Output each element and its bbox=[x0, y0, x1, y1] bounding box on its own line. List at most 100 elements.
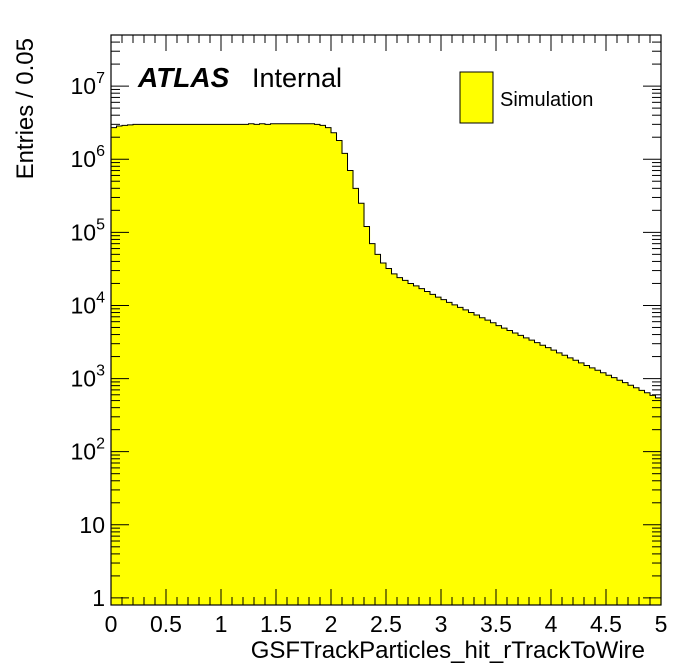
x-tick-label: 0.5 bbox=[150, 611, 182, 637]
histogram-bar bbox=[281, 123, 288, 605]
histogram-bar bbox=[386, 268, 393, 605]
histogram-bar bbox=[457, 307, 464, 605]
x-tick-label: 0 bbox=[105, 611, 118, 637]
histogram-bar bbox=[490, 322, 497, 605]
histogram-bar bbox=[243, 124, 250, 606]
histogram-bar bbox=[259, 123, 266, 605]
histogram-bar bbox=[116, 125, 123, 606]
histogram-bar bbox=[529, 340, 536, 605]
y-tick-label: 104 bbox=[71, 289, 106, 318]
histogram-bar bbox=[507, 330, 514, 605]
histogram-bar bbox=[452, 304, 459, 605]
atlas-label: ATLAS bbox=[137, 62, 230, 93]
histogram-bar bbox=[320, 125, 327, 606]
histogram-bar bbox=[210, 124, 217, 606]
histogram-bar bbox=[138, 124, 145, 606]
histogram-bar bbox=[578, 362, 585, 605]
histogram-bar bbox=[595, 370, 602, 605]
histogram-bar bbox=[402, 280, 409, 605]
histogram-bar bbox=[551, 350, 558, 605]
histogram-bar bbox=[655, 397, 662, 605]
histogram-bar bbox=[336, 140, 343, 605]
histogram-bar bbox=[375, 254, 382, 606]
x-tick-label: 2 bbox=[325, 611, 338, 637]
histogram-bar bbox=[534, 342, 541, 605]
histogram-bar bbox=[419, 288, 426, 605]
histogram-bar bbox=[171, 124, 178, 606]
histogram-bar bbox=[556, 352, 563, 605]
histogram-bar bbox=[303, 123, 310, 605]
histogram-bar bbox=[177, 124, 184, 606]
histogram-bar bbox=[309, 123, 316, 605]
histogram-bar bbox=[413, 285, 420, 605]
histogram-bar bbox=[254, 124, 261, 606]
histogram-bar bbox=[435, 297, 442, 605]
histogram-bar bbox=[600, 372, 607, 605]
histogram-bar bbox=[567, 357, 574, 605]
histogram-bar bbox=[193, 124, 200, 606]
histogram-bar bbox=[463, 309, 470, 605]
y-axis-label: Entries / 0.05 bbox=[12, 38, 39, 179]
histogram-bar bbox=[237, 124, 244, 606]
histogram-bar bbox=[633, 387, 640, 605]
histogram-bar bbox=[650, 395, 657, 605]
histogram-bar bbox=[628, 385, 635, 605]
histogram-bar bbox=[518, 335, 525, 605]
x-tick-label: 4 bbox=[545, 611, 558, 637]
x-tick-label: 3.5 bbox=[480, 611, 512, 637]
histogram-bar bbox=[441, 299, 448, 605]
x-axis-label: GSFTrackParticles_hit_rTrackToWire bbox=[251, 637, 645, 664]
histogram-bar bbox=[468, 312, 475, 605]
histogram-bar bbox=[226, 124, 233, 606]
histogram-bar bbox=[314, 124, 321, 606]
y-tick-label: 106 bbox=[71, 143, 106, 172]
histogram-bar bbox=[584, 365, 591, 605]
histogram-bar bbox=[617, 380, 624, 605]
histogram-bar bbox=[424, 291, 431, 605]
histogram-bar bbox=[221, 124, 228, 606]
histogram-bar bbox=[347, 170, 354, 605]
y-tick-label: 1 bbox=[92, 585, 105, 611]
histogram-bar bbox=[155, 124, 162, 606]
histogram-bar bbox=[430, 294, 437, 605]
histogram-bar bbox=[111, 127, 118, 606]
y-tick-label: 107 bbox=[71, 70, 106, 99]
histogram-bar bbox=[501, 328, 508, 605]
histogram-bar bbox=[479, 317, 486, 605]
histogram-bar bbox=[391, 273, 398, 605]
histogram-bar bbox=[215, 124, 222, 606]
y-tick-label: 102 bbox=[71, 436, 106, 465]
histogram-bar bbox=[149, 124, 156, 606]
histogram-bar bbox=[639, 390, 646, 605]
histogram-bar bbox=[369, 243, 376, 605]
histogram-bar bbox=[342, 153, 349, 605]
histogram-bar bbox=[545, 347, 552, 605]
histogram-bar bbox=[160, 124, 167, 606]
histogram-bar bbox=[325, 127, 332, 606]
legend-entry: Simulation bbox=[500, 89, 593, 111]
y-tick-label: 105 bbox=[71, 216, 106, 245]
y-tick-label: 103 bbox=[71, 363, 106, 392]
histogram-bar bbox=[232, 124, 239, 606]
x-tick-labels: 0 0.5 1 1.5 2 2.5 3 3.5 4 4.5 5 bbox=[105, 611, 668, 637]
histogram-bar bbox=[188, 124, 195, 606]
x-tick-label: 5 bbox=[655, 611, 668, 637]
histogram-bar bbox=[353, 188, 360, 605]
histogram-bar bbox=[292, 123, 299, 605]
histogram-bar bbox=[573, 360, 580, 605]
histogram-bar bbox=[199, 124, 206, 606]
histogram-bar bbox=[270, 123, 277, 605]
histogram-bar bbox=[485, 320, 492, 605]
histogram-bar bbox=[611, 377, 618, 605]
histogram-bar bbox=[408, 283, 415, 605]
histogram-bar bbox=[248, 123, 255, 605]
atlas-status: Internal bbox=[252, 63, 342, 93]
histogram-bar bbox=[397, 277, 404, 605]
histogram-bar bbox=[622, 382, 629, 605]
histogram-bar bbox=[166, 124, 173, 606]
histogram-bar bbox=[540, 345, 547, 605]
histogram-bar bbox=[358, 203, 365, 605]
y-tick-labels: 1 10 102 103 104 105 106 107 bbox=[71, 70, 106, 611]
histogram-bar bbox=[523, 337, 530, 605]
